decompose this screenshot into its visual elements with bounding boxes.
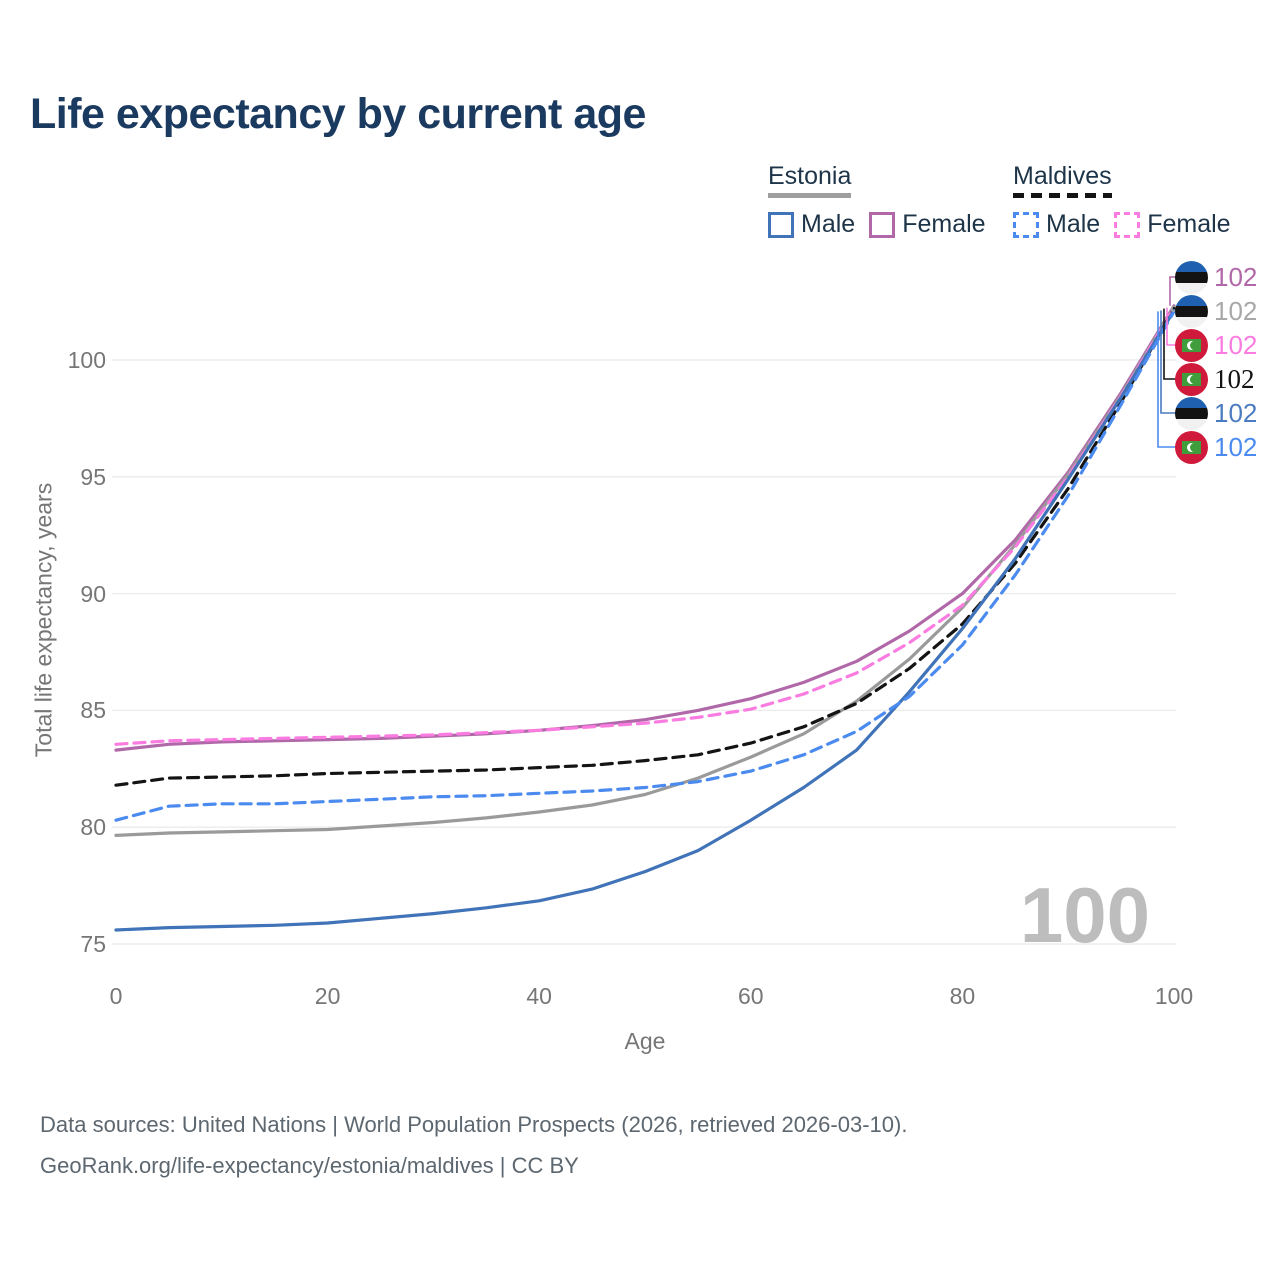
legend-group-maldives: Maldives Male Female [1013, 163, 1231, 239]
maldives-flag-icon [1175, 362, 1208, 396]
x-axis-title: Age [624, 1028, 666, 1054]
line-estonia-female [114, 304, 1176, 752]
end-value-label: 102 [1214, 296, 1258, 326]
x-tick-label: 20 [314, 983, 341, 1009]
x-tick-label: 80 [949, 983, 976, 1009]
footer-attribution-line: GeoRank.org/life-expectancy/estonia/mald… [40, 1153, 579, 1178]
legend-maldives-male[interactable]: Male [1013, 210, 1100, 239]
maldives-dashed-line-swatch [1013, 193, 1112, 198]
end-label-estonia-total: 102 [1175, 294, 1257, 328]
end-value-label: 102 [1214, 398, 1258, 428]
end-label-connector [1157, 311, 1176, 448]
y-tick-label: 75 [80, 931, 106, 957]
y-tick-label: 95 [80, 463, 106, 490]
age-counter-watermark: 100 [1019, 871, 1150, 959]
maldives-flag-icon [1175, 328, 1208, 362]
legend-maldives-items: Male Female [1013, 210, 1231, 239]
estonia-flag-icon [1175, 396, 1208, 430]
end-label-maldives-male: 102 [1175, 430, 1257, 464]
legend-estonia-female[interactable]: Female [869, 210, 986, 239]
end-value-label: 102 [1214, 330, 1258, 360]
end-label-estonia-male: 102 [1175, 396, 1257, 430]
y-tick-label: 85 [80, 697, 106, 724]
x-tick-label: 100 [1154, 983, 1194, 1009]
end-label-connector [1160, 310, 1176, 414]
y-axis-title: Total life expectancy, years [30, 482, 57, 758]
end-value-label: 102 [1214, 364, 1255, 394]
end-value-label: 102 [1214, 432, 1258, 462]
legend-estonia-male[interactable]: Male [768, 210, 855, 239]
x-tick-label: 0 [109, 983, 123, 1009]
legend-maldives-header[interactable]: Maldives [1013, 163, 1112, 198]
y-tick-label: 90 [80, 580, 106, 607]
line-maldives-male [114, 309, 1176, 822]
maldives-female-label: Female [1147, 210, 1231, 238]
line-estonia-total [114, 305, 1176, 837]
estonia-male-label: Male [801, 210, 856, 238]
x-tick-label: 40 [526, 983, 552, 1009]
estonia-flag-icon [1175, 294, 1208, 328]
maldives-female-swatch-icon [1114, 211, 1141, 238]
legend-group-estonia: Estonia Male Female [768, 163, 986, 239]
end-label-maldives-total: 102 [1175, 362, 1255, 396]
legend-estonia-header[interactable]: Estonia [768, 162, 852, 198]
x-tick-label: 60 [738, 983, 764, 1009]
maldives-male-label: Male [1046, 210, 1101, 238]
estonia-solid-line-swatch [768, 193, 852, 198]
page-title: Life expectancy by current age [30, 90, 646, 138]
legend-maldives-title: Maldives [1013, 162, 1112, 190]
line-estonia-male [114, 308, 1176, 932]
estonia-male-swatch-icon [768, 211, 794, 238]
legend-estonia-title: Estonia [768, 162, 852, 190]
legend-estonia-items: Male Female [768, 210, 986, 239]
estonia-flag-icon [1175, 260, 1208, 294]
maldives-male-swatch-icon [1013, 211, 1039, 238]
line-maldives-female [114, 306, 1176, 746]
estonia-female-label: Female [902, 210, 986, 238]
footer-sources-line: Data sources: United Nations | World Pop… [40, 1112, 908, 1137]
y-tick-label: 100 [67, 347, 106, 373]
end-label-maldives-female: 102 [1175, 328, 1257, 362]
end-value-label: 102 [1214, 262, 1258, 292]
y-tick-label: 80 [80, 814, 106, 841]
estonia-female-swatch-icon [869, 211, 896, 238]
maldives-flag-icon [1175, 430, 1208, 464]
data-sources-footer: Data sources: United Nations | World Pop… [40, 1104, 907, 1186]
legend-maldives-female[interactable]: Female [1114, 210, 1231, 239]
line-maldives-total [114, 307, 1176, 787]
end-label-estonia-female: 102 [1175, 260, 1257, 294]
